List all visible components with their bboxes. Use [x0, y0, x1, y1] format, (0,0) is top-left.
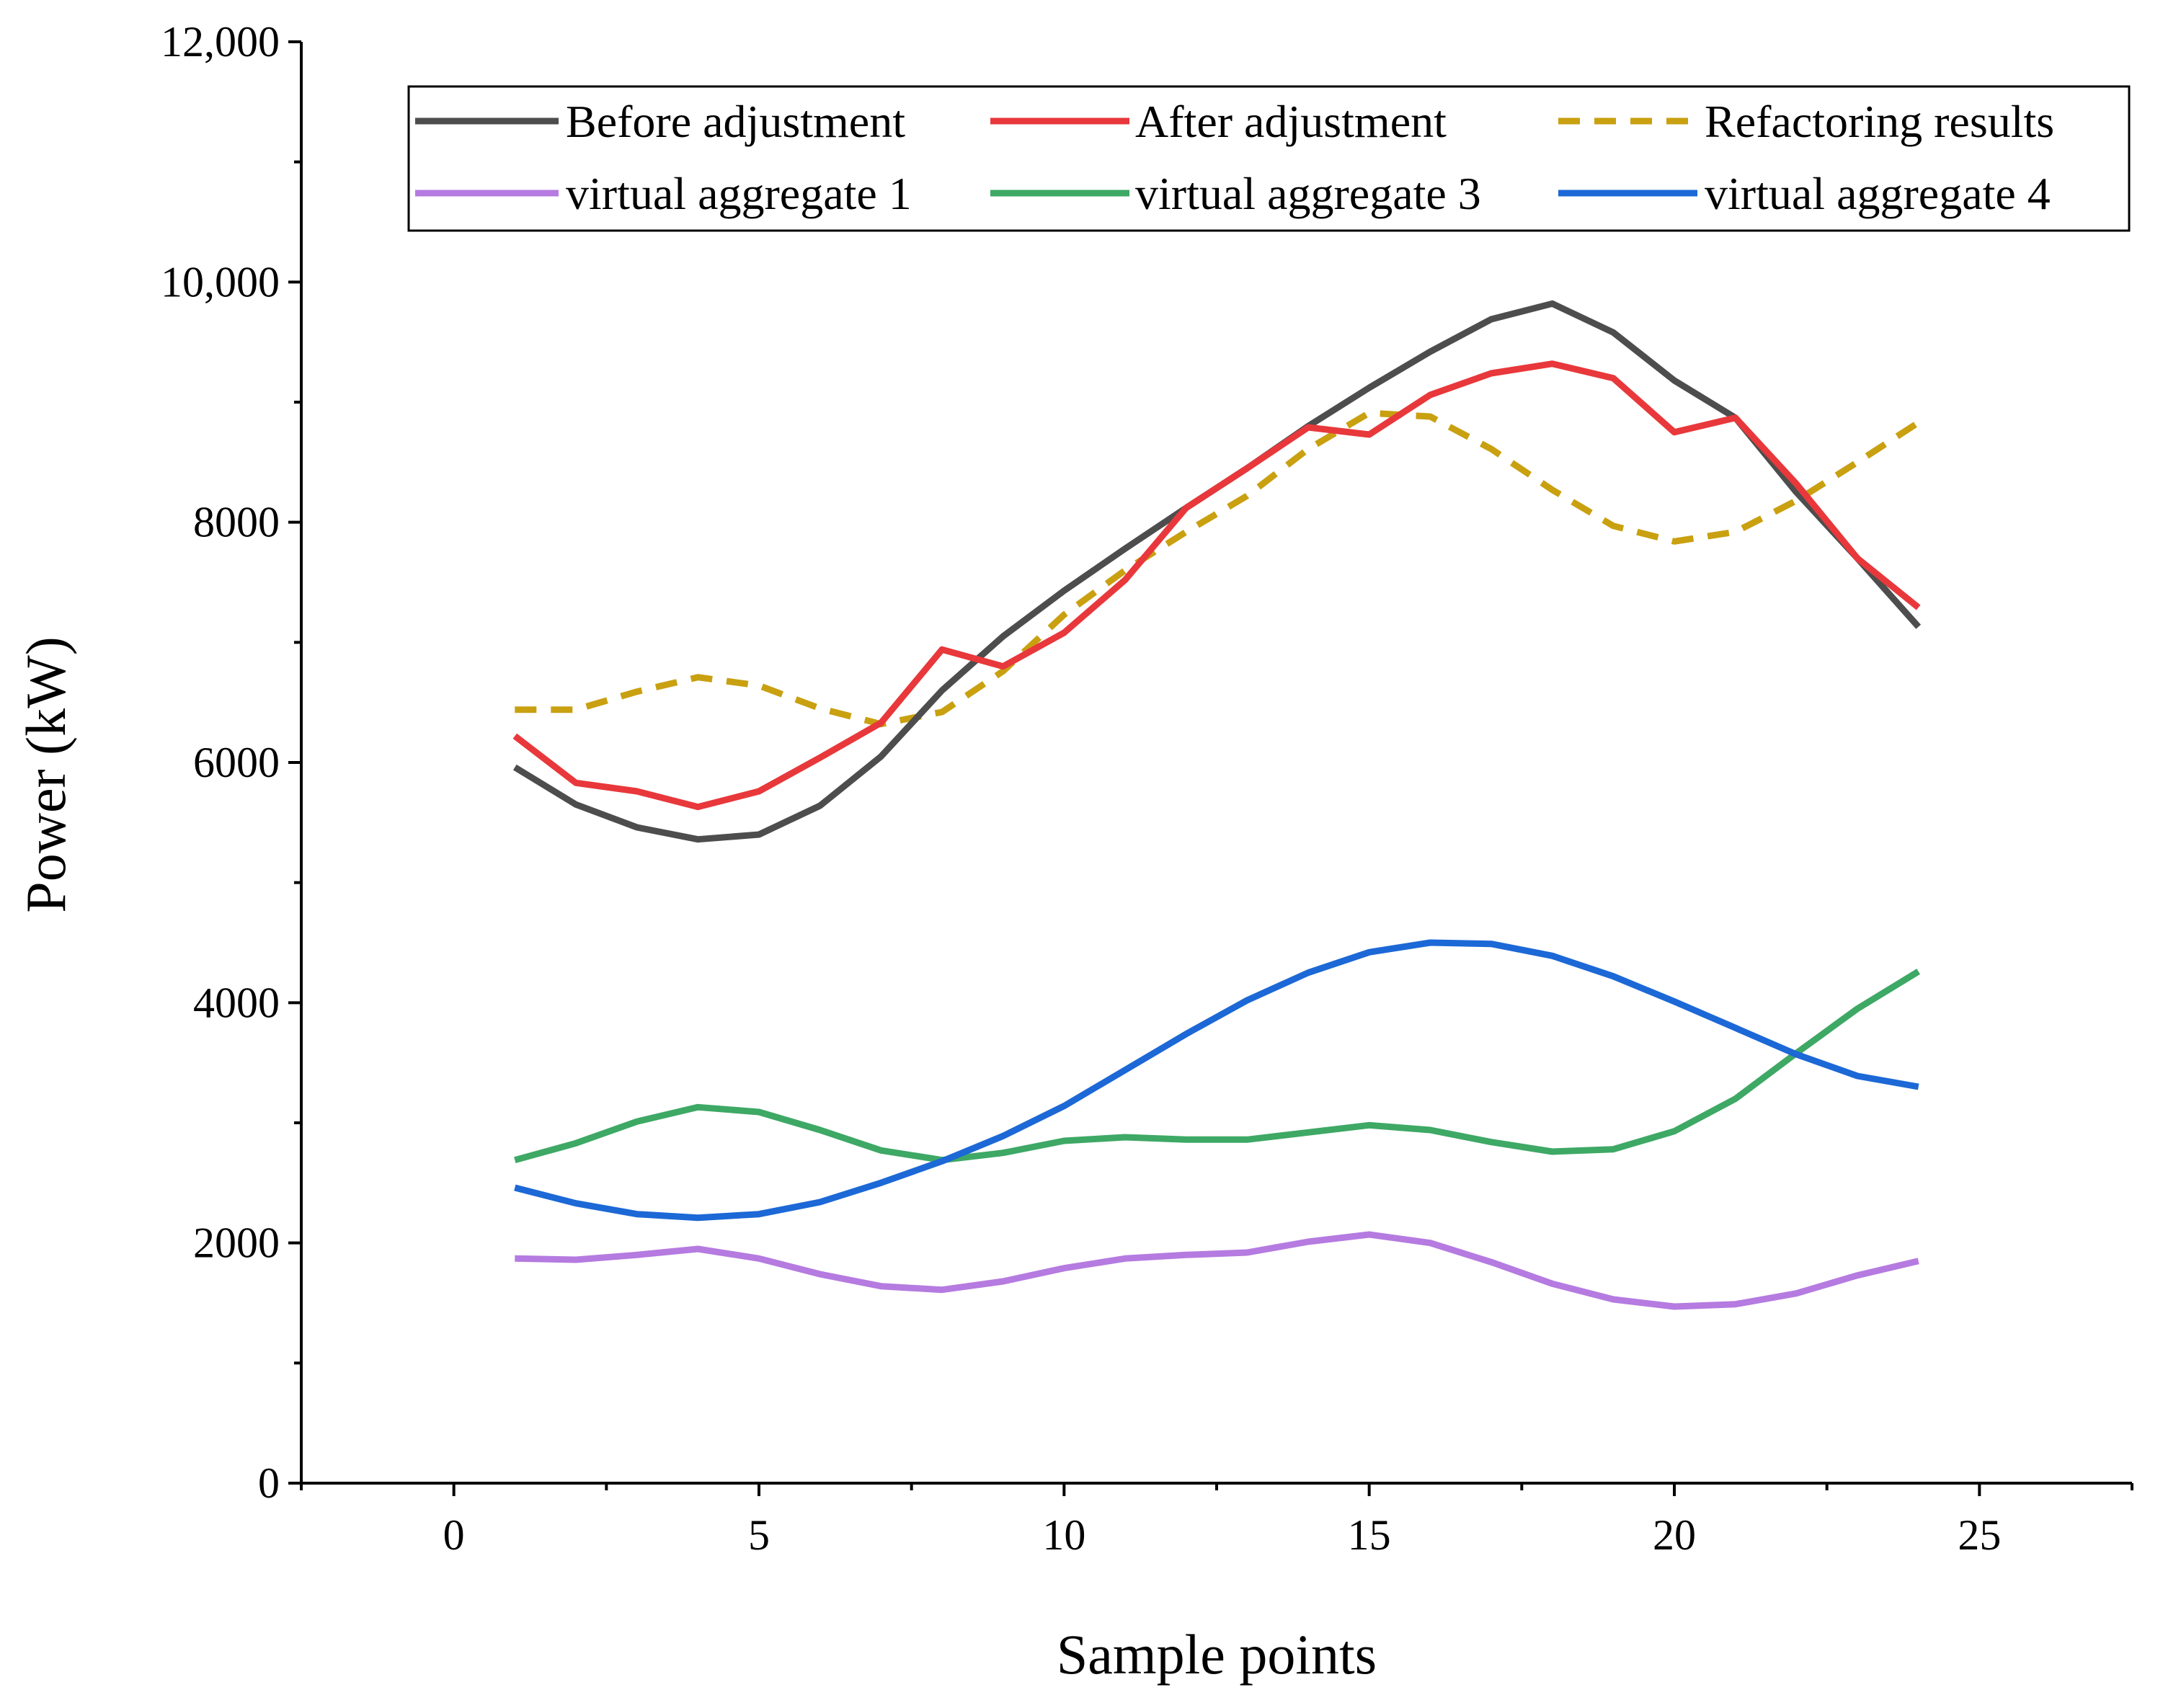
x-tick-label: 25: [1958, 1511, 2001, 1559]
series-line-after-adjustment: [512, 360, 1921, 811]
series-line-virtual-aggregate-4: [514, 939, 1919, 1222]
legend-label: virtual aggregate 3: [1135, 168, 1481, 219]
plot-lines: [512, 300, 1922, 1310]
y-tick-label: 4000: [193, 979, 280, 1026]
y-tick-label: 12,000: [161, 18, 280, 66]
y-tick-label: 6000: [193, 739, 280, 786]
series-line-refactoring-results: [515, 409, 1921, 728]
y-tick-label: 0: [258, 1459, 280, 1507]
y-tick-label: 10,000: [161, 258, 280, 306]
legend-label: Refactoring results: [1705, 96, 2054, 147]
y-tick-label: 8000: [193, 499, 280, 546]
x-tick-label: 0: [443, 1511, 465, 1559]
x-tick-label: 15: [1348, 1511, 1391, 1559]
y-tick-label: 2000: [193, 1219, 280, 1267]
legend-label: Before adjustment: [566, 96, 905, 147]
x-tick-label: 20: [1653, 1511, 1696, 1559]
x-tick-label: 5: [748, 1511, 770, 1559]
legend-box: [407, 85, 2131, 232]
legend-label: After adjustment: [1135, 96, 1447, 147]
legend-label: virtual aggregate 4: [1705, 168, 2051, 219]
legend: Before adjustment After adjustment Refacto…: [407, 85, 2131, 232]
x-axis-title: Sample points: [1057, 1623, 1377, 1686]
y-axis-title: Power (kW): [14, 636, 77, 912]
series-line-virtual-aggregate-1: [515, 1231, 1919, 1310]
axes: 0 5 10 15 20 25 0 2000 4000 6000 8000 10,000 12,000: [161, 18, 2133, 1559]
legend-label: virtual aggregate 1: [566, 168, 912, 219]
series-line-virtual-aggregate-3: [514, 969, 1921, 1164]
x-tick-label: 10: [1042, 1511, 1085, 1559]
